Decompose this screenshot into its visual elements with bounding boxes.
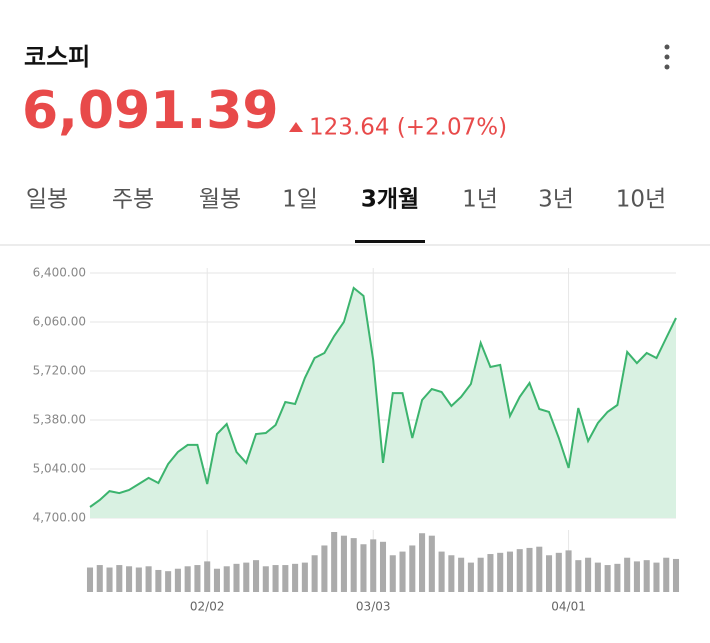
volume-bar: [174, 568, 181, 592]
volume-bar: [223, 566, 230, 592]
volume-bar: [165, 571, 172, 592]
volume-bar: [497, 552, 504, 592]
volume-bar: [428, 535, 435, 592]
tabs: 일봉 주봉 월봉 1일 3개월 1년 3년 10년: [26, 187, 666, 243]
x-tick-label: 02/02: [190, 600, 225, 614]
up-arrow: [289, 122, 303, 132]
volume-bar: [116, 565, 123, 592]
volume-bar: [184, 566, 191, 592]
volume-bar: [194, 565, 201, 592]
volume-bar: [546, 555, 553, 592]
volume-bar: [653, 562, 660, 592]
volume-bar: [565, 550, 572, 592]
volume-bar: [311, 555, 318, 592]
tab[interactable]: 3개월: [361, 187, 419, 213]
chart: 4,700.00 5,040.00 5,380.00 5,720.00 6,060.00…: [33, 266, 680, 614]
y-tick-label: 6,400.00: [33, 266, 86, 280]
volume-bar: [536, 546, 543, 592]
volume-bar: [86, 567, 94, 592]
volume-bar: [585, 557, 592, 592]
tab[interactable]: 1일: [282, 187, 318, 213]
volume-bar: [663, 557, 670, 592]
volume-bar: [301, 562, 308, 592]
change: 123.64 (+2.07%): [309, 115, 507, 141]
volume-bar: [155, 569, 162, 592]
volume-bar: [321, 545, 328, 592]
volume-bar: [409, 545, 416, 592]
volume-bar: [438, 551, 445, 592]
volume-bar: [467, 562, 474, 592]
volume-bar: [643, 560, 650, 592]
volume-bar: [106, 567, 113, 592]
volume-bar: [448, 555, 455, 592]
volume-bar: [506, 551, 513, 592]
volume-bar: [360, 544, 367, 592]
volume-bar: [340, 535, 347, 592]
volume-bar: [487, 554, 494, 592]
volume-bar: [477, 557, 484, 592]
area: [90, 288, 676, 518]
volume-bar: [389, 555, 396, 592]
tab[interactable]: 1년: [462, 187, 498, 213]
price-line: [89, 286, 677, 508]
volume-bar: [575, 560, 582, 592]
y-tick-label: 5,380.00: [33, 413, 86, 427]
volume-bar: [614, 563, 621, 592]
volume-bar: [213, 568, 220, 592]
volume-bar: [379, 541, 387, 592]
volume-bar: [292, 563, 299, 592]
menu[interactable]: [664, 44, 670, 70]
volume-bar: [633, 561, 640, 592]
volume-bar: [526, 547, 533, 592]
price: 6,091.39: [22, 81, 279, 141]
volume-bar: [516, 549, 523, 592]
volume-bar: [624, 557, 631, 592]
volume-bar: [370, 539, 377, 592]
volume-bar: [233, 563, 240, 592]
x-tick-label: 03/03: [356, 600, 391, 614]
volume-bar: [458, 557, 465, 592]
volume-bar: [126, 566, 133, 592]
title: 코스피: [24, 43, 90, 71]
volume-bar: [262, 566, 269, 592]
volume-bar: [604, 565, 611, 592]
volume-bar: [96, 565, 103, 592]
volume-bar: [594, 562, 601, 592]
tab[interactable]: 주봉: [112, 187, 154, 213]
y-tick-label: 5,040.00: [33, 462, 86, 476]
tab[interactable]: 10년: [616, 187, 666, 213]
x-tick-label: 04/01: [551, 600, 586, 614]
y-tick-label: 4,700.00: [33, 511, 86, 525]
volume-bar: [272, 565, 279, 592]
volume-bar: [282, 565, 289, 592]
y-tick-label: 5,720.00: [33, 364, 86, 378]
volume-bar: [399, 551, 406, 592]
volume-bar: [419, 533, 426, 592]
volume-bar: [135, 567, 142, 592]
volume-bar: [350, 538, 357, 592]
volume-bar: [672, 558, 680, 592]
volume-bar: [555, 552, 562, 592]
tab[interactable]: 3년: [538, 187, 574, 213]
volume-bar: [145, 566, 152, 592]
tab-underline: [355, 240, 425, 243]
y-tick-label: 6,060.00: [33, 315, 86, 329]
volume-bar: [204, 561, 211, 592]
volume-bar: [253, 560, 260, 592]
tab[interactable]: 월봉: [199, 187, 241, 213]
volume-bar: [243, 562, 250, 592]
volume-bar: [331, 532, 338, 592]
tab[interactable]: 일봉: [26, 187, 68, 213]
